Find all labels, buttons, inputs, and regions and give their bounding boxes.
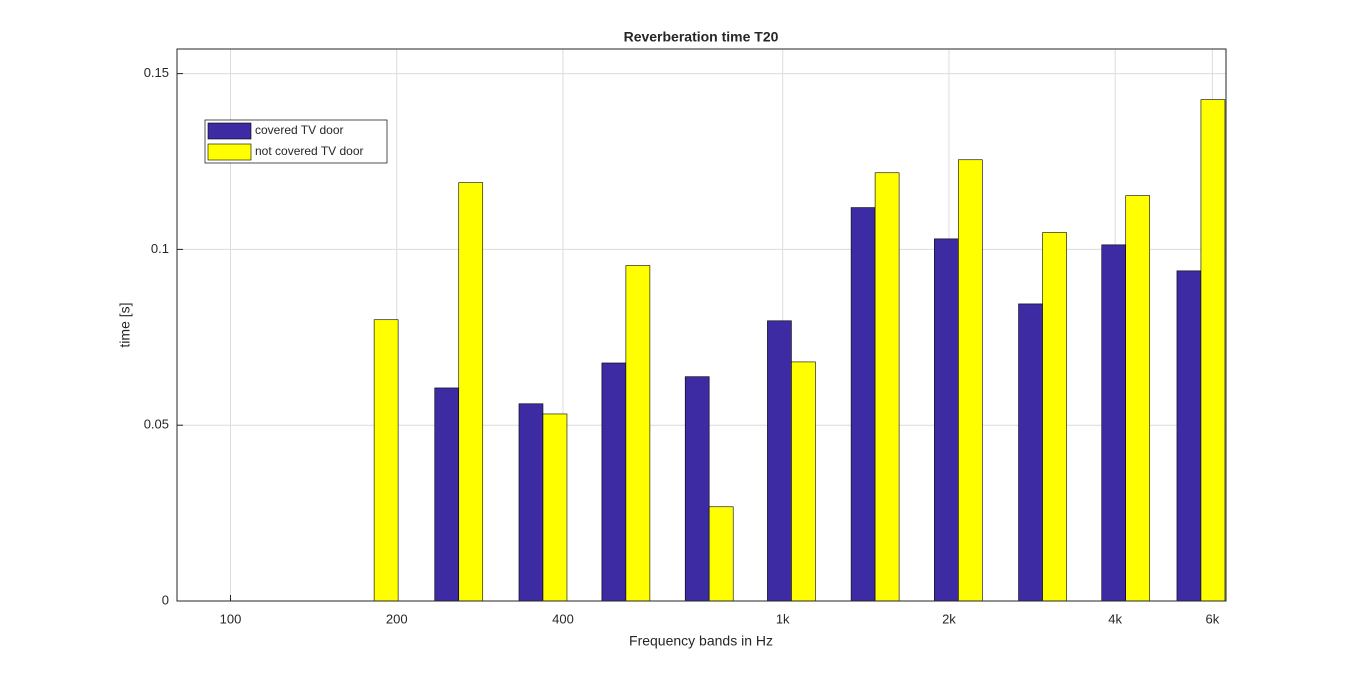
bar <box>1200 99 1226 602</box>
plot-frame <box>176 48 1227 602</box>
y-axis-label: time [s] <box>117 302 133 347</box>
x-tick-label: 100 <box>220 611 242 626</box>
bar <box>791 361 816 602</box>
bar <box>1176 270 1202 602</box>
legend-swatch <box>207 143 252 161</box>
bar <box>458 182 484 602</box>
bar <box>625 265 651 602</box>
x-tick-label: 2k <box>942 611 956 626</box>
bar <box>1018 303 1043 602</box>
bar <box>708 506 734 602</box>
chart-title: Reverberation time T20 <box>624 29 779 45</box>
bar <box>1125 195 1151 602</box>
bar <box>1042 232 1067 602</box>
y-tick-label: 0.15 <box>144 65 169 80</box>
bar <box>850 207 876 602</box>
bar <box>934 238 959 602</box>
bar <box>434 387 460 602</box>
legend-label: not covered TV door <box>255 144 364 158</box>
y-tick-label: 0 <box>162 592 169 607</box>
legend-label: covered TV door <box>255 123 344 137</box>
bar <box>684 376 710 602</box>
bar <box>601 362 627 602</box>
bar <box>373 319 399 602</box>
x-tick-label: 400 <box>552 611 574 626</box>
x-axis-label: Frequency bands in Hz <box>629 633 773 649</box>
y-tick-label: 0.1 <box>151 241 169 256</box>
bar <box>958 159 983 602</box>
x-tick-label: 200 <box>386 611 408 626</box>
bar <box>518 403 544 602</box>
legend-swatch <box>207 122 252 140</box>
bar <box>542 413 568 602</box>
bar <box>767 320 792 602</box>
bar <box>1101 244 1127 602</box>
x-tick-label: 1k <box>776 611 790 626</box>
x-tick-label: 4k <box>1108 611 1122 626</box>
x-tick-label: 6k <box>1206 611 1220 626</box>
y-tick-label: 0.05 <box>144 417 169 432</box>
bar <box>874 172 900 602</box>
